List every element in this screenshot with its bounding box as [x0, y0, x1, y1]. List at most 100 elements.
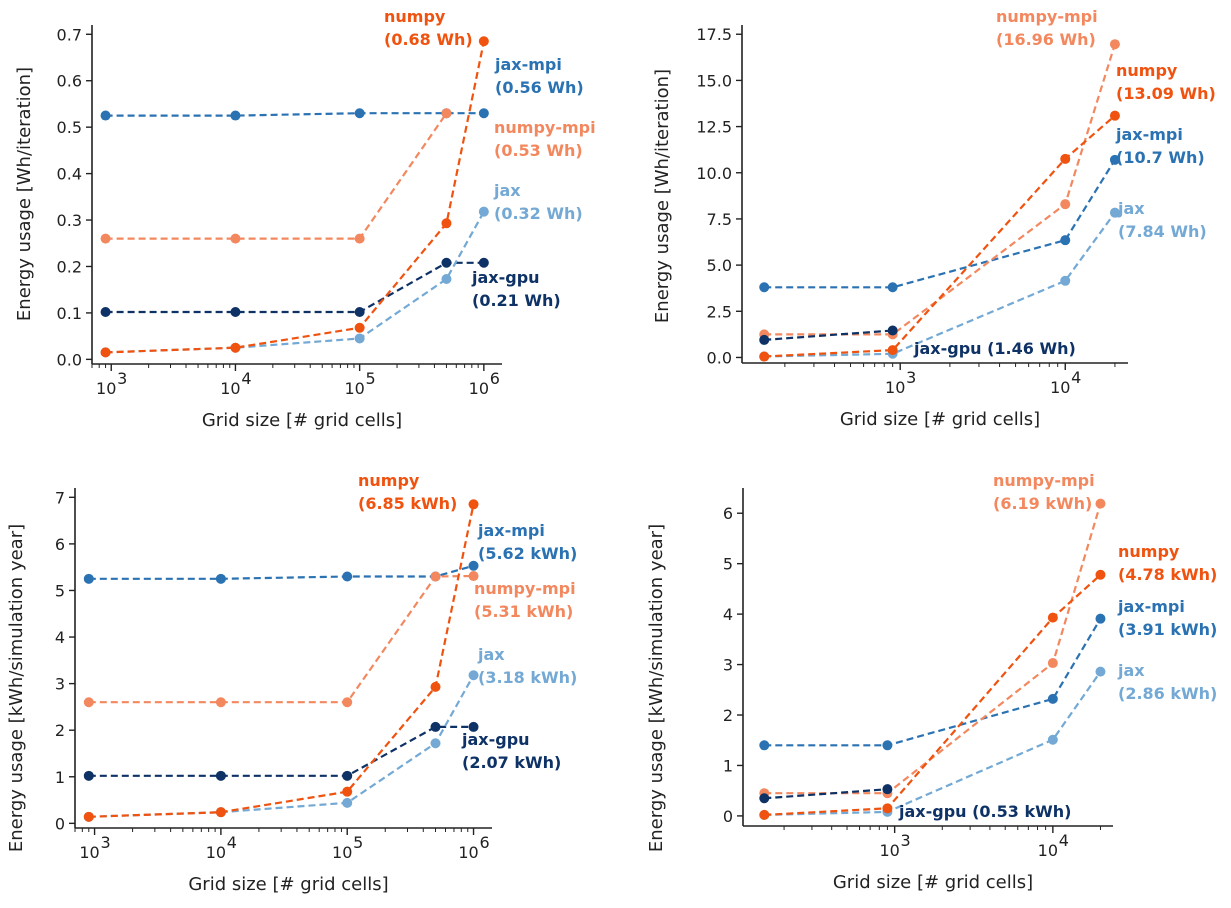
data-point-numpy-mpi — [215, 697, 226, 708]
x-axis-label: Grid size [# grid cells] — [833, 872, 1033, 893]
series-line-numpy — [764, 114, 1116, 358]
data-point-numpy — [230, 342, 241, 353]
data-point-numpy — [468, 499, 479, 510]
data-point-jax-gpu — [759, 793, 770, 804]
series-line-numpy — [88, 504, 475, 818]
data-point-jax-gpu — [441, 257, 452, 268]
x-tick-exponent: 3 — [117, 369, 127, 388]
y-tick-label: 6 — [723, 504, 733, 523]
annotation-numpy-mpi: numpy-mpi (5.31 kWh) — [474, 579, 576, 621]
x-axis-label: Grid size [# grid cells] — [202, 410, 402, 431]
data-point-jax — [342, 797, 353, 808]
data-point-jax-gpu — [478, 257, 489, 268]
series-line-numpy-mpi — [88, 574, 474, 704]
annotation-numpy-mpi: numpy-mpi (6.19 kWh) — [993, 471, 1095, 513]
data-point-jax-gpu — [468, 721, 479, 732]
series-line-numpy-mpi — [764, 503, 1102, 795]
data-point-numpy — [759, 351, 770, 362]
data-point-jax-gpu — [759, 334, 770, 345]
y-tick-label: 10.0 — [696, 164, 732, 183]
data-point-jax-mpi — [342, 571, 353, 582]
annotation-numpy: numpy (4.78 kWh) — [1118, 542, 1217, 584]
x-tick-label: 10 — [79, 843, 99, 862]
annotation-jax-gpu: jax-gpu (1.46 Wh) — [913, 339, 1076, 358]
series-jax-mpi — [759, 613, 1106, 751]
y-tick-label: 5.0 — [707, 256, 732, 275]
x-tick-exponent: 4 — [1059, 831, 1069, 850]
series-line-jax-gpu — [764, 329, 893, 341]
series-line-numpy-mpi — [764, 43, 1116, 336]
x-axis-label: Grid size [# grid cells] — [840, 409, 1040, 430]
y-tick-label: 15.0 — [696, 71, 732, 90]
y-tick-label: 0.2 — [57, 257, 82, 276]
annotation-numpy: numpy (0.68 Wh) — [384, 7, 473, 49]
data-point-numpy — [882, 803, 893, 814]
data-point-numpy — [342, 786, 353, 797]
series-numpy-mpi — [759, 498, 1106, 799]
y-tick-label: 0.1 — [57, 304, 82, 323]
data-point-numpy-mpi — [1060, 199, 1071, 210]
data-point-jax-mpi — [478, 108, 489, 119]
series-numpy-mpi — [83, 571, 479, 708]
data-point-numpy-mpi — [1047, 658, 1058, 669]
series-jax-mpi — [100, 108, 489, 121]
annotation-numpy-mpi: numpy-mpi (0.53 Wh) — [494, 118, 596, 160]
x-tick-exponent: 3 — [100, 833, 110, 852]
data-point-numpy — [759, 809, 770, 820]
x-tick-label: 10 — [96, 379, 116, 398]
y-tick-label: 2 — [55, 721, 65, 740]
data-point-jax-gpu — [100, 306, 111, 317]
x-tick-exponent: 4 — [1071, 368, 1081, 387]
data-point-numpy-mpi — [342, 697, 353, 708]
y-tick-label: 4 — [723, 605, 733, 624]
data-point-jax-gpu — [354, 306, 365, 317]
data-point-jax-mpi — [468, 560, 479, 571]
series-line-jax-mpi — [764, 618, 1102, 747]
data-point-jax-gpu — [83, 770, 94, 781]
data-point-numpy — [430, 681, 441, 692]
y-axis-label: Energy usage [Wh/iteration] — [14, 67, 35, 321]
data-point-numpy — [215, 807, 226, 818]
series-numpy — [83, 499, 479, 822]
data-point-jax — [354, 333, 365, 344]
y-tick-label: 7.5 — [707, 210, 732, 229]
y-tick-label: 4 — [55, 628, 65, 647]
x-tick-label: 10 — [332, 843, 352, 862]
data-point-jax-mpi — [882, 740, 893, 751]
y-tick-label: 5 — [723, 555, 733, 574]
data-point-jax-gpu — [230, 306, 241, 317]
y-axis-label: Energy usage [kWh/simulation year] — [646, 524, 667, 852]
y-tick-label: 12.5 — [696, 118, 732, 137]
data-point-numpy-mpi — [1109, 39, 1120, 50]
y-tick-label: 2.5 — [707, 302, 732, 321]
series-line-jax — [105, 211, 485, 354]
data-point-numpy — [887, 345, 898, 356]
series-jax — [759, 666, 1106, 820]
series-jax-gpu — [759, 325, 898, 345]
x-tick-label: 10 — [469, 379, 489, 398]
x-tick-exponent: 4 — [227, 833, 237, 852]
annotation-jax: jax (0.32 Wh) — [493, 181, 583, 223]
y-axis-label: Energy usage [Wh/iteration] — [652, 69, 673, 323]
y-tick-label: 0.7 — [57, 25, 82, 44]
x-tick-exponent: 5 — [366, 369, 376, 388]
annotation-jax-mpi: jax-mpi (10.7 Wh) — [1115, 125, 1205, 167]
series-numpy-mpi — [759, 39, 1120, 340]
data-point-numpy — [100, 347, 111, 358]
data-point-jax — [468, 670, 479, 681]
data-point-jax-mpi — [1109, 154, 1120, 165]
x-tick-label: 10 — [220, 379, 240, 398]
y-tick-label: 3 — [723, 656, 733, 675]
y-tick-label: 6 — [55, 535, 65, 554]
data-point-numpy-mpi — [354, 233, 365, 244]
x-tick-label: 10 — [458, 843, 478, 862]
data-point-jax — [478, 206, 489, 217]
data-point-jax — [430, 738, 441, 749]
y-tick-label: 1 — [723, 756, 733, 775]
data-point-jax-mpi — [230, 110, 241, 121]
chart-panel-1: 0.00.10.20.30.40.50.60.7103104105106Grid… — [14, 7, 596, 431]
series-line-jax — [88, 674, 475, 818]
data-point-numpy-mpi — [230, 233, 241, 244]
annotation-jax-mpi: jax-mpi (3.91 kWh) — [1117, 597, 1217, 639]
